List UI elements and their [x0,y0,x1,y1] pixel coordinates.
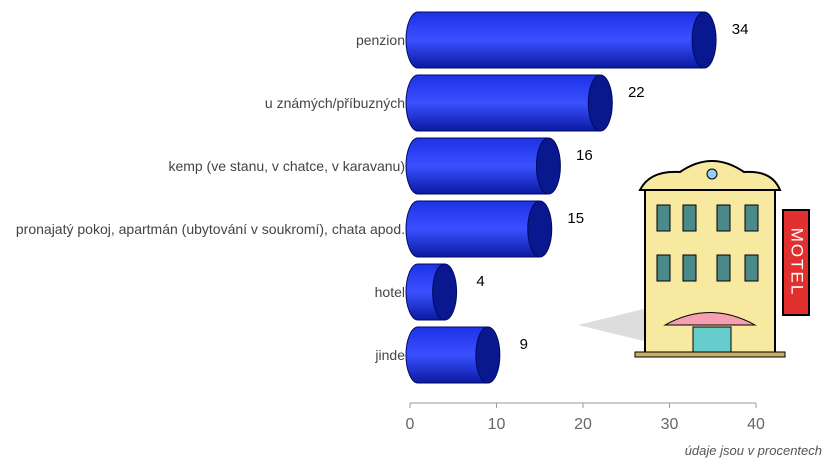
bar-cap [433,264,457,320]
category-text: hotel [375,282,405,302]
x-tick-label: 30 [661,416,679,433]
category-label: u známých/příbuzných [5,78,405,128]
value-label: 22 [628,84,645,101]
x-tick-label: 40 [747,416,765,433]
bar [418,201,540,257]
bar-cap [536,138,560,194]
annotation: údaje jsou v procentech [685,443,822,458]
bar-cap [692,12,716,68]
value-label: 9 [520,336,528,353]
sign-text: MOTEL [788,228,807,297]
value-label: 15 [567,210,584,227]
bar-cap [588,75,612,131]
category-text: u známých/příbuzných [265,93,405,113]
chart: MOTEL 0 10 20 30 40 34 22 16 15 4 9 údaje jsou v pr… [0,0,826,465]
value-label: 16 [576,147,593,164]
motel-illustration [578,161,809,357]
bar-cap [476,327,500,383]
category-label: kemp (ve stanu, v chatce, v karavanu) [5,141,405,191]
bar [418,75,600,131]
value-label: 34 [732,21,749,38]
category-label: penzion [5,15,405,65]
category-text: pronajatý pokoj, apartmán (ubytování v s… [16,219,405,239]
bar [418,12,704,68]
x-tick-label: 10 [488,416,506,433]
x-tick-label: 20 [574,416,592,433]
category-text: kemp (ve stanu, v chatce, v karavanu) [168,156,405,176]
category-text: penzion [356,30,405,50]
bar [418,138,548,194]
value-label: 4 [476,273,484,290]
category-label: hotel [5,267,405,317]
category-label: pronajatý pokoj, apartmán (ubytování v s… [5,204,405,254]
category-label: jinde [5,330,405,380]
category-text: jinde [375,345,405,365]
x-tick-label: 0 [406,416,415,433]
bar-cap [528,201,552,257]
